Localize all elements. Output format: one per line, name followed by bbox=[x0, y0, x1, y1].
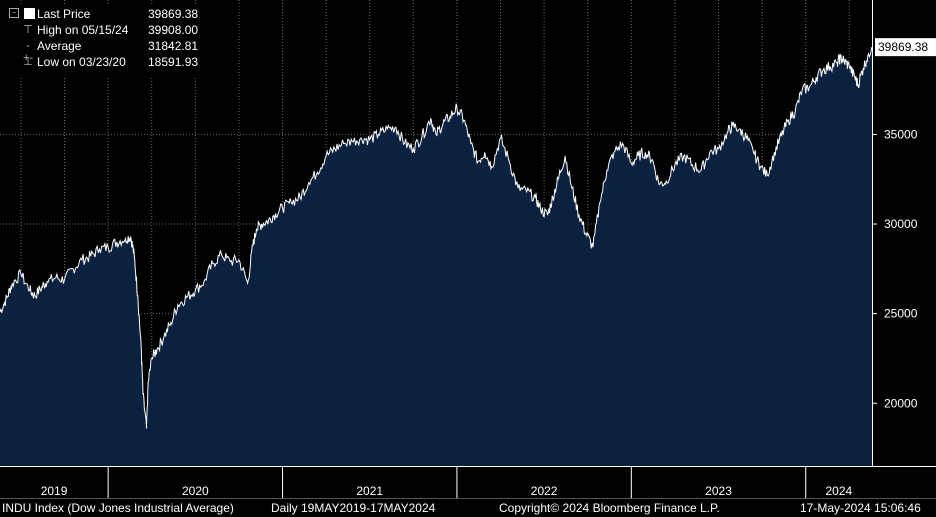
x-tick-label: 2022 bbox=[531, 484, 558, 498]
square-icon bbox=[24, 8, 35, 19]
y-tick-label: 25000 bbox=[884, 307, 918, 321]
low-marker-icon: ⊥ bbox=[23, 56, 33, 68]
legend-row-average: -+- Average 31842.81 bbox=[4, 38, 208, 64]
average-marker-icon: -+- bbox=[22, 40, 34, 64]
legend: − Last Price 39869.38 ⊤ High on 05/15/24… bbox=[4, 6, 208, 78]
x-tick-label: 2019 bbox=[41, 484, 68, 498]
legend-label: High on 05/15/24 bbox=[37, 23, 129, 37]
legend-label: Last Price bbox=[37, 7, 91, 21]
legend-value: 31842.81 bbox=[148, 39, 199, 53]
last-price-tag-label: 39869.38 bbox=[878, 40, 928, 54]
y-axis: 20000 25000 30000 35000 bbox=[872, 0, 918, 466]
y-tick-label: 30000 bbox=[884, 217, 918, 231]
x-tick-label: 2021 bbox=[356, 484, 383, 498]
collapse-icon[interactable]: − bbox=[9, 8, 19, 18]
price-line bbox=[0, 46, 873, 429]
legend-row-low: ⊥ Low on 03/23/20 18591.93 bbox=[4, 54, 208, 70]
footer-period: Daily 19MAY2019-17MAY2024 bbox=[271, 501, 436, 515]
x-tick-label: 2020 bbox=[182, 484, 209, 498]
price-area-layer bbox=[0, 46, 873, 466]
footer: INDU Index (Dow Jones Industrial Average… bbox=[0, 499, 936, 517]
last-price-tag-layer: 39869.38 bbox=[875, 38, 936, 57]
legend-value: 39869.38 bbox=[148, 7, 199, 21]
y-tick-label: 35000 bbox=[884, 127, 918, 141]
footer-ticker: INDU Index (Dow Jones Industrial Average… bbox=[2, 501, 234, 515]
legend-label: Low on 03/23/20 bbox=[37, 55, 126, 69]
footer-timestamp: 17-May-2024 15:06:46 bbox=[800, 501, 921, 515]
x-axis: 2019 2020 2021 2022 2023 2024 bbox=[0, 466, 936, 499]
footer-copyright: Copyright© 2024 Bloomberg Finance L.P. bbox=[499, 501, 720, 515]
legend-value: 39908.00 bbox=[148, 23, 199, 37]
y-tick-label: 20000 bbox=[884, 396, 918, 410]
high-marker-icon: ⊤ bbox=[23, 24, 33, 36]
legend-row-last-price: − Last Price 39869.38 bbox=[4, 6, 208, 22]
legend-value: 18591.93 bbox=[148, 55, 199, 69]
x-tick-label: 2024 bbox=[826, 484, 853, 498]
x-tick-label: 2023 bbox=[705, 484, 732, 498]
price-area bbox=[0, 47, 872, 466]
last-price-tag bbox=[875, 38, 936, 57]
legend-row-high: ⊤ High on 05/15/24 39908.00 bbox=[4, 22, 208, 38]
legend-label: Average bbox=[37, 39, 82, 53]
